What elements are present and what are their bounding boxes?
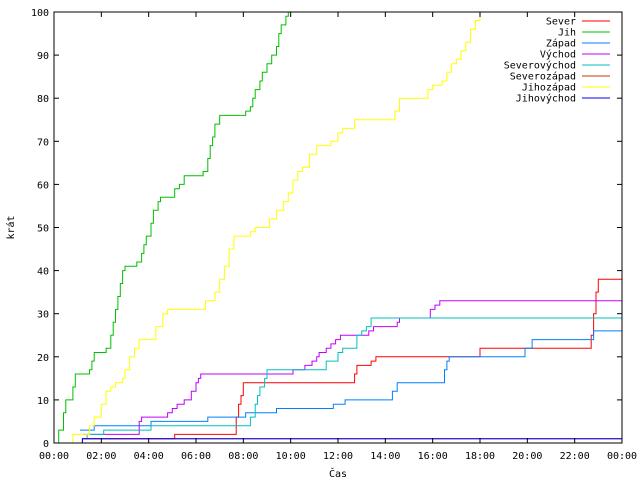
x-tick-label: 00:00: [607, 451, 637, 462]
x-tick-label: 08:00: [228, 451, 258, 462]
x-tick-label: 04:00: [134, 451, 164, 462]
series-line-4: [82, 300, 622, 435]
series-line-7: [65, 11, 497, 444]
x-tick-label: 02:00: [86, 451, 116, 462]
y-tick-label: 100: [31, 8, 49, 19]
series-line-2: [54, 11, 291, 444]
x-tick-label: 20:00: [512, 451, 542, 462]
legend: SeverJihZápadVýchodSeverovýchodSeverozáp…: [504, 17, 610, 105]
x-axis-ticks: 00:00 02:00 04:00 06:00 08:00 10:00 12:00 14:00…: [39, 12, 637, 462]
y-tick-label: 70: [37, 137, 49, 148]
series-line-5: [84, 317, 622, 440]
x-tick-label: 22:00: [560, 451, 590, 462]
legend-label: Sever: [546, 17, 576, 28]
y-tick-label: 30: [37, 310, 49, 321]
y-tick-label: 80: [37, 94, 49, 105]
y-tick-label: 10: [37, 396, 49, 407]
legend-label: Jihozápad: [522, 82, 576, 94]
y-tick-label: 60: [37, 180, 49, 191]
series-line-3: [80, 330, 622, 431]
x-tick-label: 06:00: [181, 451, 211, 462]
y-tick-label: 40: [37, 267, 49, 278]
x-tick-label: 18:00: [465, 451, 495, 462]
x-tick-label: 14:00: [370, 451, 400, 462]
legend-label: Jihovýchod: [516, 93, 576, 105]
legend-label: Jih: [558, 28, 576, 39]
x-tick-label: 12:00: [323, 451, 353, 462]
x-tick-label: 10:00: [276, 451, 306, 462]
y-tick-label: 20: [37, 353, 49, 364]
x-axis-title: Čas: [329, 467, 347, 480]
legend-label: Východ: [540, 49, 576, 61]
y-tick-label: 0: [43, 439, 49, 450]
y-axis-ticks: 0 10 20 30 40 50 60 70 80 90 100: [31, 8, 622, 450]
legend-label: Severozápad: [510, 71, 576, 83]
x-tick-label: 00:00: [39, 451, 69, 462]
legend-label: Západ: [546, 38, 576, 50]
y-tick-label: 90: [37, 51, 49, 62]
x-tick-label: 16:00: [418, 451, 448, 462]
legend-label: Severovýchod: [504, 60, 576, 72]
y-tick-label: 50: [37, 224, 49, 235]
y-axis-title: krát: [5, 215, 17, 239]
